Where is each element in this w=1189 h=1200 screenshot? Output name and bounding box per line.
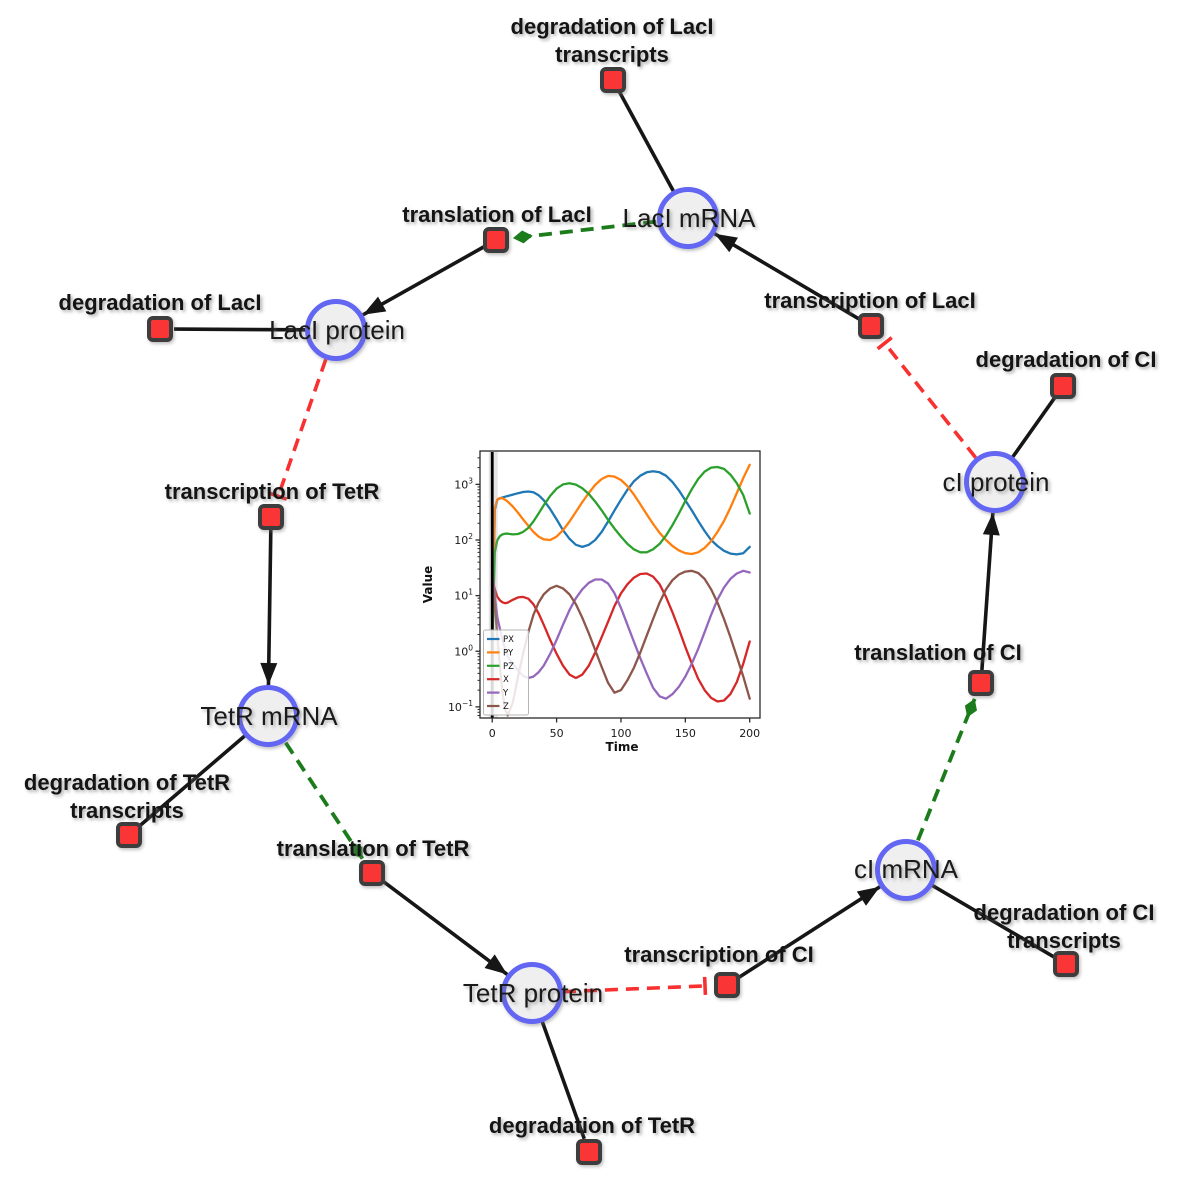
reaction-node-deg_tetr_tr[interactable] xyxy=(116,822,142,848)
chart-series-PZ xyxy=(491,465,751,653)
edge-production-transcr_laci-laci_mrna xyxy=(713,232,861,321)
chart-series-X xyxy=(491,572,751,703)
legend-label-PY: PY xyxy=(503,648,514,658)
edge-production-transcr_ci-ci_mrna xyxy=(736,885,881,980)
species-label-ci_protein: cI protein xyxy=(943,467,1050,497)
edge-inhibition-laci_protein-transcr_tetr xyxy=(269,358,328,501)
reaction-label-deg_ci_tr-line2: transcripts xyxy=(1007,928,1121,953)
reaction-label-transcr_ci: transcription of CI xyxy=(624,942,813,967)
species-node-laci_protein[interactable] xyxy=(305,299,367,361)
labels-layer: degradation of LacI transcripts translatio… xyxy=(24,14,1157,1138)
reaction-label-deg_tetr: degradation of TetR xyxy=(489,1113,695,1138)
chart-xtick-label: 150 xyxy=(675,727,696,740)
reaction-label-deg_laci: degradation of LacI xyxy=(59,290,262,315)
reaction-node-transcr_laci[interactable] xyxy=(858,313,884,339)
edge-consumption-laci_mrna-deg_laci_tr xyxy=(618,91,676,193)
reaction-label-deg_laci_tr-line2: transcripts xyxy=(555,42,669,67)
chart-ytick-label: 101 xyxy=(454,588,473,603)
species-node-tetr_mrna[interactable] xyxy=(237,685,299,747)
edge-catalysis-tetr_mrna-transl_tetr xyxy=(284,741,365,860)
species-label-tetr_mrna: TetR mRNA xyxy=(200,701,338,731)
species-label-ci_mrna: cI mRNA xyxy=(854,854,959,884)
species-node-tetr_protein[interactable] xyxy=(501,962,563,1024)
species-node-laci_mrna[interactable] xyxy=(657,187,719,249)
chart-series-PY xyxy=(491,463,751,653)
legend-label-Z: Z xyxy=(503,702,509,712)
reaction-node-deg_ci_tr[interactable] xyxy=(1053,951,1079,977)
chart-series-PX xyxy=(491,470,751,653)
chart-xtick-label: 100 xyxy=(610,727,631,740)
chart-ytick-label: 100 xyxy=(454,643,473,658)
chart-ylabel: Value xyxy=(421,566,435,604)
legend-label-PX: PX xyxy=(503,635,514,645)
reaction-label-deg_laci_tr-line1: degradation of LacI xyxy=(511,14,714,39)
reaction-label-transl_tetr: translation of TetR xyxy=(277,836,470,861)
edge-consumption-laci_protein-deg_laci xyxy=(173,327,307,332)
chart-ytick-label: 102 xyxy=(454,532,473,547)
chart-xtick-label: 0 xyxy=(489,727,496,740)
reaction-label-transl_laci: translation of LacI xyxy=(402,202,591,227)
legend-label-Y: Y xyxy=(502,689,509,699)
chart-ytick-label: 10−1 xyxy=(448,699,473,714)
reaction-node-transcr_ci[interactable] xyxy=(714,972,740,998)
reaction-label-transl_ci: translation of CI xyxy=(854,640,1021,665)
chart-legend-box xyxy=(483,629,529,716)
edge-inhibition-tetr_protein-transcr_ci xyxy=(562,976,708,995)
reaction-node-deg_tetr[interactable] xyxy=(576,1139,602,1165)
reaction-node-deg_laci_tr[interactable] xyxy=(600,67,626,93)
reaction-label-transcr_tetr: transcription of TetR xyxy=(165,479,380,504)
edge-catalysis-laci_mrna-transl_laci xyxy=(512,219,657,244)
legend-label-PZ: PZ xyxy=(503,662,514,672)
reaction-node-deg_ci[interactable] xyxy=(1050,373,1076,399)
reaction-label-deg_ci_tr-line1: degradation of CI xyxy=(974,900,1155,925)
edge-production-transl_tetr-tetr_protein xyxy=(381,879,509,976)
chart-xtick-label: 50 xyxy=(550,727,564,740)
reaction-node-transl_laci[interactable] xyxy=(483,227,509,253)
species-node-ci_protein[interactable] xyxy=(964,451,1026,513)
legend-label-X: X xyxy=(503,675,509,685)
edge-consumption-tetr_mrna-deg_tetr_tr xyxy=(138,734,247,828)
reaction-label-deg_ci: degradation of CI xyxy=(976,347,1157,372)
edge-production-transl_ci-ci_protein xyxy=(980,512,1000,671)
edge-catalysis-ci_mrna-transl_ci xyxy=(916,698,977,842)
reaction-node-transl_tetr[interactable] xyxy=(359,860,385,886)
nodes-layer xyxy=(116,67,1079,1165)
chart-ytick-label: 103 xyxy=(454,476,473,491)
reaction-label-transcr_laci: transcription of LacI xyxy=(764,288,975,313)
simulation-inset-chart: 10−1 100 101 102 103 0 50 100 150 200 Time Value PX P… xyxy=(421,450,761,754)
edge-consumption-tetr_protein-deg_tetr xyxy=(540,1020,586,1140)
edge-consumption-ci_mrna-deg_ci_tr xyxy=(930,883,1055,959)
edges-layer xyxy=(138,91,1057,1140)
chart-xlabel: Time xyxy=(606,740,639,754)
reaction-label-deg_tetr_tr-line2: transcripts xyxy=(70,798,184,823)
edge-production-transl_laci-laci_protein xyxy=(362,244,486,317)
edge-inhibition-ci_protein-transcr_laci xyxy=(876,336,978,459)
species-label-laci_mrna: LacI mRNA xyxy=(623,203,757,233)
species-label-laci_protein: LacI protein xyxy=(269,315,405,345)
chart-xtick-label: 200 xyxy=(739,727,760,740)
species-label-tetr_protein: TetR protein xyxy=(463,978,603,1008)
chart-axes-frame xyxy=(479,450,761,719)
reaction-node-transcr_tetr[interactable] xyxy=(258,504,284,530)
reaction-node-deg_laci[interactable] xyxy=(147,316,173,342)
edge-consumption-ci_protein-deg_ci xyxy=(1010,396,1057,459)
species-node-ci_mrna[interactable] xyxy=(875,839,937,901)
edge-production-transcr_tetr-tetr_mrna xyxy=(260,529,278,686)
reaction-label-deg_tetr_tr-line1: degradation of TetR xyxy=(24,770,230,795)
reaction-node-transl_ci[interactable] xyxy=(968,670,994,696)
